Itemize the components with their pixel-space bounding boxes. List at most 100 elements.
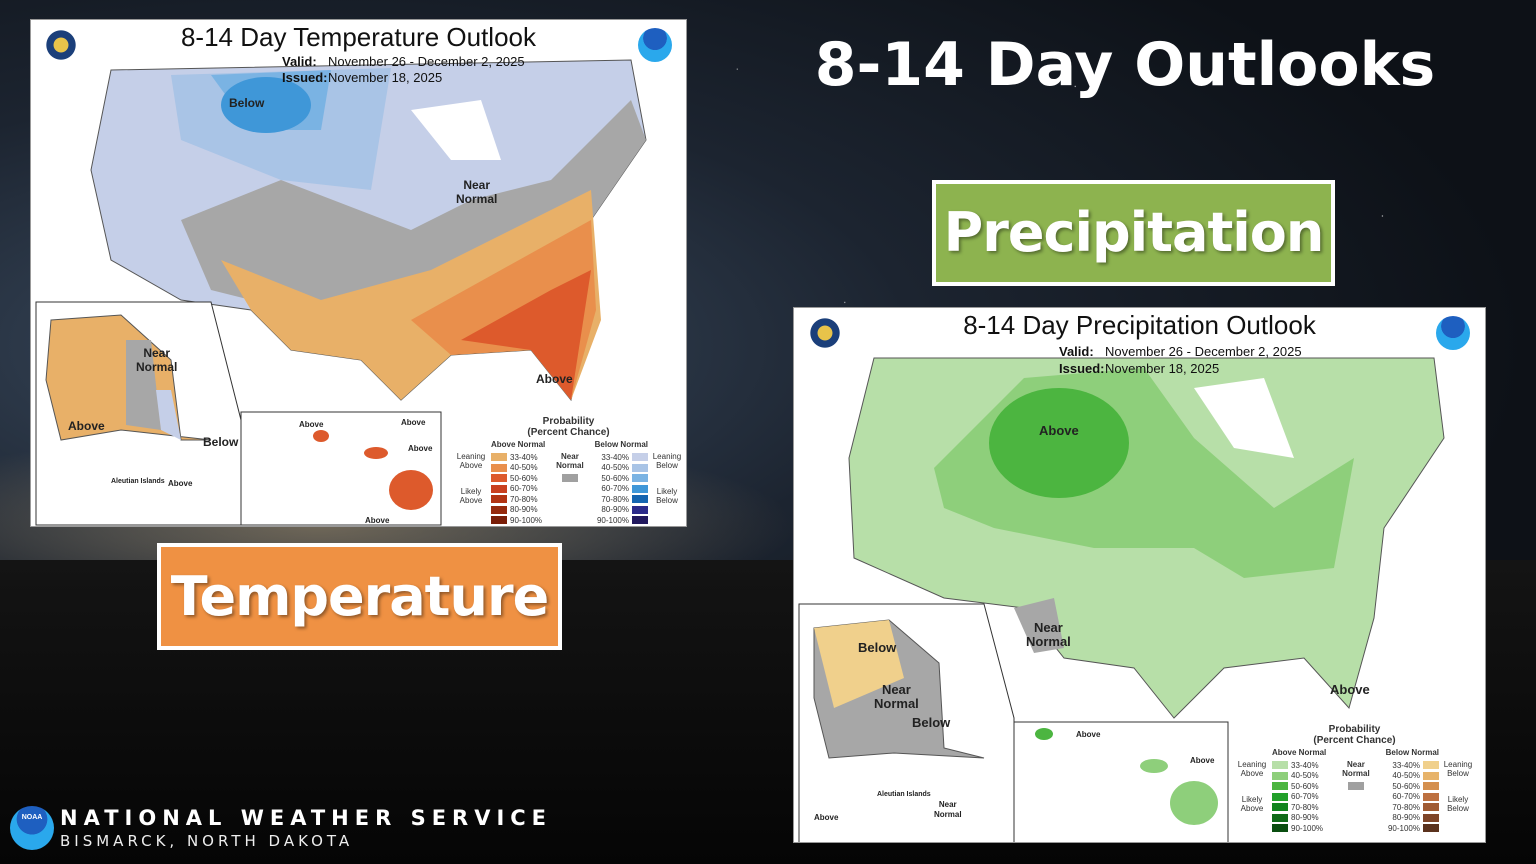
legend-below-row: 60-70% <box>595 484 648 495</box>
legend-range: 40-50% <box>1291 771 1319 781</box>
legend-range: 50-60% <box>1291 781 1319 791</box>
label-alaska-above: Above <box>68 419 105 433</box>
legend-range: 60-70% <box>1392 792 1420 802</box>
nws-footer: NOAA NATIONAL WEATHER SERVICE BISMARCK, … <box>10 806 552 850</box>
label-alaska-below: Below <box>912 715 951 730</box>
legend-above-row: 33-40% <box>1272 760 1326 771</box>
legend-near-swatch <box>561 474 578 482</box>
doc-seal-icon <box>808 316 842 350</box>
legend-range: 60-70% <box>601 484 629 494</box>
label-near-normal: Near Normal <box>1026 620 1071 649</box>
legend-leaning-above: Leaning Above <box>456 452 486 470</box>
legend-below-row: 80-90% <box>595 505 648 516</box>
legend-above-row: 90-100% <box>491 515 545 526</box>
legend-swatch <box>1422 803 1439 812</box>
label-aleutian-above: Above <box>814 813 839 822</box>
label-hawaii-above: Above <box>1190 756 1215 765</box>
legend-title: Probability (Percent Chance) <box>527 416 610 438</box>
legend-likely-below: Likely Below <box>1447 795 1469 813</box>
legend-title: Probability (Percent Chance) <box>1313 724 1396 746</box>
temperature-valid-line: Valid: November 26 - December 2, 2025 <box>282 54 525 69</box>
legend-swatch <box>1272 813 1288 822</box>
legend-range: 70-80% <box>510 494 538 504</box>
legend-above-row: 80-90% <box>1272 813 1326 824</box>
label-aleutian-islands: Aleutian Islands <box>877 791 931 798</box>
noaa-logo-icon <box>638 28 672 62</box>
legend-swatch <box>491 505 507 514</box>
legend-below-row: 90-100% <box>595 515 648 526</box>
legend-above-header: Above Normal <box>491 440 546 449</box>
legend-swatch <box>1422 782 1439 791</box>
legend-above-row: 40-50% <box>1272 771 1326 782</box>
legend-above-row: 70-80% <box>1272 802 1326 813</box>
temperature-legend: Probability (Percent Chance) Leaning Abo… <box>451 416 686 526</box>
legend-swatch <box>631 484 648 493</box>
legend-range: 70-80% <box>1291 802 1319 812</box>
legend-above-row: 90-100% <box>1272 823 1326 834</box>
legend-swatch <box>1422 813 1439 822</box>
legend-swatch <box>1272 782 1288 791</box>
precipitation-map-graphic <box>798 357 1445 842</box>
temperature-map-graphic <box>35 59 647 526</box>
noaa-logo-icon <box>1436 316 1470 350</box>
legend-range: 33-40% <box>601 452 629 462</box>
legend-range: 90-100% <box>596 515 629 525</box>
legend-swatch <box>491 463 507 472</box>
label-above: Above <box>1039 423 1079 438</box>
nws-org-name: NATIONAL WEATHER SERVICE <box>60 806 553 830</box>
legend-swatch <box>1272 824 1288 833</box>
label-hawaii-above: Above <box>408 444 433 453</box>
label-florida-above: Above <box>536 372 573 386</box>
legend-range: 33-40% <box>510 452 538 462</box>
precipitation-legend: Probability (Percent Chance) Leaning Abo… <box>1232 724 1477 834</box>
legend-above-row: 60-70% <box>1272 792 1326 803</box>
legend-range: 80-90% <box>510 505 538 515</box>
precipitation-issued-line: Issued:November 18, 2025 <box>1059 361 1220 376</box>
legend-near-swatch <box>1347 782 1364 790</box>
legend-below-row: 50-60% <box>1386 781 1439 792</box>
label-hawaii-above: Above <box>1076 730 1101 739</box>
legend-below-row: 70-80% <box>595 494 648 505</box>
legend-range: 60-70% <box>510 484 538 494</box>
legend-swatch <box>1422 761 1439 770</box>
legend-leaning-below: Leaning Below <box>652 452 682 470</box>
legend-swatch <box>1422 792 1439 801</box>
precipitation-tag: Precipitation <box>932 180 1335 286</box>
legend-range: 60-70% <box>1291 792 1319 802</box>
legend-above-header: Above Normal <box>1272 748 1327 757</box>
legend-range: 80-90% <box>1291 813 1319 823</box>
legend-swatch <box>1422 771 1439 780</box>
legend-swatch <box>491 474 507 483</box>
legend-below-row: 60-70% <box>1386 792 1439 803</box>
label-below: Below <box>229 96 265 110</box>
legend-swatch <box>631 516 648 525</box>
legend-swatch <box>1272 771 1288 780</box>
legend-range: 40-50% <box>510 463 538 473</box>
legend-swatch <box>631 495 648 504</box>
legend-above-row: 60-70% <box>491 484 545 495</box>
legend-range: 90-100% <box>510 515 543 525</box>
legend-swatch <box>491 516 507 525</box>
precipitation-outlook-map: 8-14 Day Precipitation Outlook Valid: Nov… <box>793 307 1486 843</box>
label-hawaii-above: Above <box>401 418 426 427</box>
noaa-logo-icon: NOAA <box>10 806 54 850</box>
legend-below-row: 90-100% <box>1386 823 1439 834</box>
legend-leaning-above: Leaning Above <box>1237 760 1267 778</box>
legend-swatch <box>1272 792 1288 801</box>
legend-swatch <box>1272 761 1288 770</box>
legend-swatch <box>631 453 648 462</box>
legend-range: 70-80% <box>1392 802 1420 812</box>
legend-range: 90-100% <box>1291 823 1324 833</box>
legend-below-row: 33-40% <box>1386 760 1439 771</box>
precipitation-valid-line: Valid: November 26 - December 2, 2025 <box>1059 344 1302 359</box>
legend-swatch <box>631 463 648 472</box>
legend-swatch <box>491 484 507 493</box>
label-hawaii-above: Above <box>365 516 390 525</box>
doc-seal-icon <box>44 28 78 62</box>
legend-range: 50-60% <box>510 473 538 483</box>
label-alaska-below: Below <box>203 435 239 449</box>
legend-range: 40-50% <box>1392 771 1420 781</box>
legend-likely-above: Likely Above <box>1240 795 1264 813</box>
legend-swatch <box>631 505 648 514</box>
legend-leaning-below: Leaning Below <box>1443 760 1473 778</box>
